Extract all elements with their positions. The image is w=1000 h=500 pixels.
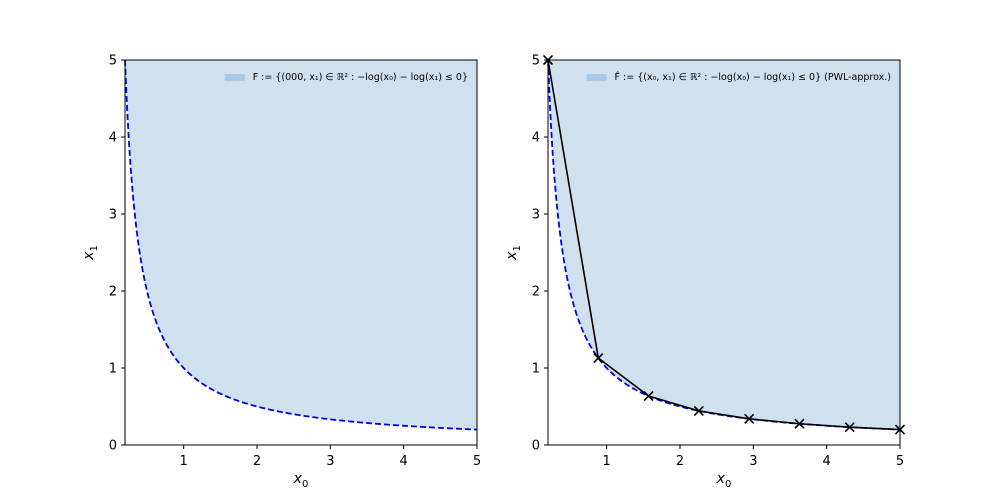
x-axis-label: x0 [293,471,309,490]
pwl-breakpoint-marker [844,422,855,433]
y-axis-label: x1 [504,245,523,261]
marker-stroke [744,413,755,424]
legend-label: F̂ := {(x₀, x₁) ∈ ℝ² : −log(x₀) − log(x₁… [615,71,891,83]
x-axis-label-sub: 0 [725,479,731,490]
feasible-region-fill [125,60,477,430]
y-tick-label: 4 [109,131,117,146]
x-tick-label: 1 [180,454,188,469]
y-axis-label-main: x [81,251,97,261]
marker-stroke [593,353,604,364]
plot-right-area [548,60,900,430]
x-tick-label: 2 [253,454,261,469]
plot-left-marks [124,59,478,431]
pwl-breakpoint-marker [744,413,755,424]
y-tick-label: 0 [109,439,117,454]
plot-left-frame [124,59,478,446]
plot-right: 1 2 3 4 5 0 1 2 3 4 5 F̂ := {(x₀, x₁) ∈ ℝ² : −log(… [504,54,906,490]
x-tick-label: 2 [676,454,684,469]
pwl-breakpoint-marker [693,405,704,416]
y-tick-label: 5 [109,54,117,69]
y-tick-label: 1 [532,362,540,377]
y-axis-label-sub: 1 [89,245,100,251]
y-axis-label: x1 [81,245,100,261]
y-axis-label-main: x [504,251,520,261]
x-tick-label: 4 [823,454,831,469]
y-tick-label: 3 [109,208,117,223]
pwl-breakpoint-marker [794,418,805,429]
boundary-curve [124,59,478,431]
y-tick-label: 5 [532,54,540,69]
x-tick-label: 4 [400,454,408,469]
plot-right-marks [542,54,906,435]
y-tick-label: 2 [109,285,117,300]
marker-stroke [794,418,805,429]
marker-stroke [844,422,855,433]
y-tick-label: 0 [532,439,540,454]
x-axis-label-main: x [293,471,303,487]
x-axis-label-sub: 0 [302,479,308,490]
legend-swatch [224,74,245,81]
plot-left-ticks: 1 2 3 4 5 0 1 2 3 4 5 [109,54,481,470]
plot-left-area [125,60,477,430]
pwl-breakpoint-marker [593,353,604,364]
pwl-breakpoint-marker [643,390,654,402]
plot-left: 1 2 3 4 5 0 1 2 3 4 5 F := {(000, x₁) ∈ ℝ² : −log(… [81,54,481,491]
plot-right-frame [547,59,901,446]
x-tick-label: 5 [473,454,481,469]
feasible-region-fill [548,60,900,430]
y-tick-label: 2 [532,285,540,300]
x-tick-label: 1 [603,454,611,469]
plot-right-ticks: 1 2 3 4 5 0 1 2 3 4 5 [532,54,904,470]
marker-stroke [693,405,704,416]
x-axis-label: x0 [716,471,732,490]
x-axis-label-main: x [716,471,726,487]
x-tick-label: 5 [896,454,904,469]
y-tick-label: 3 [532,208,540,223]
marker-stroke [643,390,654,402]
y-axis-label-sub: 1 [512,245,523,251]
boundary-curve [547,59,901,431]
legend-swatch [586,74,607,81]
y-tick-label: 1 [109,362,117,377]
plot-right-legend: F̂ := {(x₀, x₁) ∈ ℝ² : −log(x₀) − log(x₁… [586,71,891,83]
x-tick-label: 3 [749,454,757,469]
plot-left-legend: F := {(000, x₁) ∈ ℝ² : −log(x₀) − log(x₁… [224,72,468,83]
x-tick-label: 3 [326,454,334,469]
legend-label: F := {(000, x₁) ∈ ℝ² : −log(x₀) − log(x₁… [253,72,468,83]
pwl-approx-line [547,59,901,431]
y-tick-label: 4 [532,131,540,146]
